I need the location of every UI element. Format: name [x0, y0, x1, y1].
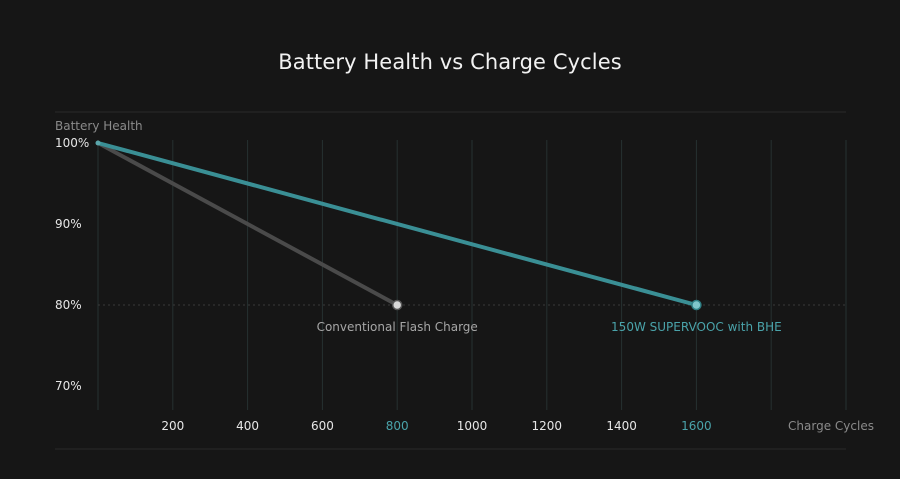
chart-title: Battery Health vs Charge Cycles	[278, 50, 622, 74]
x-axis-label: Charge Cycles	[788, 419, 874, 433]
x-tick-label: 1600	[681, 419, 712, 433]
x-tick-label: 800	[386, 419, 409, 433]
series-endpoint-1	[391, 299, 403, 311]
series-line-1	[96, 141, 400, 307]
x-tick-label: 1200	[532, 419, 563, 433]
x-tick-label: 1000	[457, 419, 488, 433]
y-tick-label: 70%	[55, 379, 82, 393]
x-tick-label: 1400	[606, 419, 637, 433]
series-start-point	[95, 140, 101, 146]
series-label-2: 150W SUPERVOOC with BHE	[611, 320, 782, 334]
y-axis-label: Battery Health	[55, 119, 143, 133]
series-label-1: Conventional Flash Charge	[317, 320, 478, 334]
x-tick-label: 600	[311, 419, 334, 433]
series-endpoint-2	[691, 299, 702, 311]
x-tick-label: 400	[236, 419, 259, 433]
x-tick-label: 200	[161, 419, 184, 433]
y-tick-label: 80%	[55, 298, 82, 312]
series-line-2	[96, 141, 699, 307]
y-tick-label: 100%	[55, 136, 89, 150]
y-tick-label: 90%	[55, 217, 82, 231]
